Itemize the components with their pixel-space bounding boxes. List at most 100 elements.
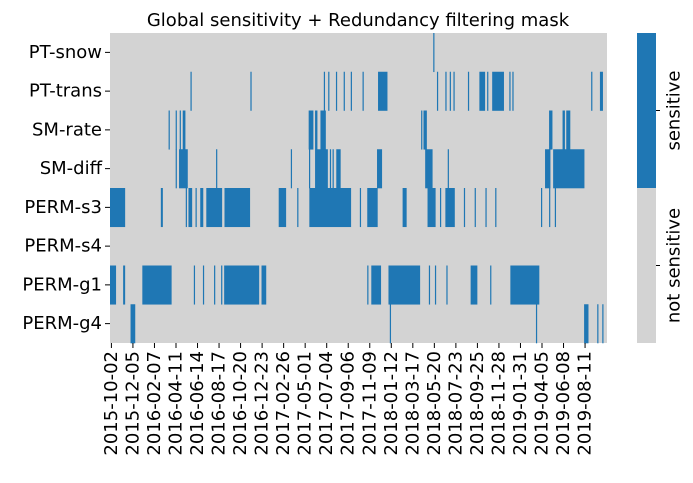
heatmap-cell-perm-g4 — [584, 304, 589, 344]
x-axis: 2015-10-02 2015-12-05 2016-02-07 2016-04-11… — [101, 343, 596, 456]
heatmap-cell-sm-diff — [315, 149, 328, 189]
heatmap-cell-sm-rate — [175, 110, 177, 150]
heatmap-cell-pt-trans — [453, 71, 455, 111]
heatmap-cell-perm-s3 — [445, 188, 455, 228]
heatmap-cell-perm-s3 — [402, 188, 407, 228]
heatmap-cell-perm-s3 — [297, 188, 299, 228]
heatmap-cell-pt-trans — [190, 71, 192, 111]
heatmap-cell-perm-g1 — [261, 265, 267, 305]
heatmap-cell-perm-g1 — [388, 265, 421, 305]
heatmap-cell-perm-g1 — [221, 265, 223, 305]
heatmap-cell-sm-diff — [425, 149, 433, 189]
heatmap-cell-sm-diff — [329, 149, 332, 189]
heatmap-cell-perm-g1 — [110, 265, 117, 305]
y-tick-label: PT-snow — [29, 42, 102, 63]
heatmap-cell-pt-trans — [250, 71, 252, 111]
heatmap-cell-perm-s3 — [224, 188, 251, 228]
y-axis: PT-snow PT-trans SM-rate SM-diff PERM-s3 PERM… — [22, 42, 110, 334]
x-tick-label: 2016-04-11 — [165, 351, 186, 456]
heatmap-cell-perm-s3 — [188, 188, 193, 228]
x-tick-label: 2016-08-17 — [209, 351, 230, 456]
colorbar-label: sensitive — [664, 70, 685, 150]
heatmap-cell-pt-trans — [343, 71, 345, 111]
heatmap-cell-sm-rate — [168, 110, 170, 150]
y-tick-label: PERM-g1 — [22, 274, 102, 295]
x-tick-label: 2015-12-05 — [122, 351, 143, 456]
heatmap-cell-pt-trans — [445, 71, 447, 111]
heatmap-cell-pt-trans — [512, 71, 514, 111]
heatmap-cell-perm-g1 — [371, 265, 382, 305]
y-tick-label: PERM-s4 — [24, 236, 102, 257]
heatmap-cell-perm-s3 — [359, 188, 362, 228]
heatmap-cell-sm-rate — [182, 110, 186, 150]
x-tick-label: 2018-07-23 — [445, 351, 466, 456]
y-tick-label: PERM-g4 — [22, 313, 102, 334]
heatmap-cell-perm-s3 — [541, 188, 543, 228]
heatmap-cell-perm-s3 — [463, 188, 466, 228]
heatmap-cell-sm-diff — [332, 149, 334, 189]
x-tick-label: 2017-02-26 — [273, 351, 294, 456]
x-tick-label: 2017-05-01 — [295, 351, 316, 456]
heatmap-cell-pt-trans — [378, 71, 388, 111]
heatmap-cell-perm-g4 — [602, 304, 604, 344]
heatmap-cell-perm-s3 — [160, 188, 163, 228]
y-tick-label: SM-diff — [40, 158, 103, 179]
x-tick-label: 2019-01-31 — [510, 351, 531, 456]
x-tick-label: 2018-01-12 — [381, 351, 402, 456]
y-tick-label: SM-rate — [32, 119, 102, 140]
heatmap-cell-perm-s3 — [195, 188, 197, 228]
heatmap-cell-sm-rate — [421, 110, 423, 150]
heatmap-cell-perm-s3 — [110, 188, 126, 228]
heatmap-cell-sm-diff — [553, 149, 585, 189]
heatmap-cell-pt-trans — [449, 71, 451, 111]
heatmap-cell-perm-s3 — [554, 188, 557, 228]
heatmap-cell-perm-g4 — [130, 304, 136, 344]
x-tick-label: 2019-04-05 — [532, 351, 553, 456]
x-tick-label: 2016-12-23 — [252, 351, 273, 456]
colorbar-label: not sensitive — [664, 208, 685, 323]
heatmap-cell-sm-rate — [315, 110, 318, 150]
heatmap-cell-pt-trans — [328, 71, 330, 111]
heatmap-cell-perm-s3 — [474, 188, 476, 228]
heatmap-cell-perm-s3 — [439, 188, 442, 228]
y-tick-label: PERM-s3 — [24, 197, 102, 218]
heatmap-cell-perm-g1 — [510, 265, 540, 305]
heatmap-cell-sm-rate — [179, 110, 181, 150]
heatmap-cell-pt-trans — [479, 71, 486, 111]
heatmap-cell-perm-s3 — [427, 188, 436, 228]
x-tick-label: 2017-11-09 — [359, 351, 380, 456]
heatmap-cell-pt-trans — [467, 71, 470, 111]
x-tick-label: 2018-03-17 — [402, 351, 423, 456]
heatmap-cell-pt-trans — [591, 71, 593, 111]
heatmap-cell-perm-g4 — [389, 304, 392, 344]
heatmap-cell-perm-s3 — [485, 188, 487, 228]
heatmap-cell-perm-s3 — [367, 188, 378, 228]
heatmap-cell-pt-trans — [487, 71, 489, 111]
heatmap-cell-pt-trans — [350, 71, 352, 111]
heatmap-cell-pt-trans — [335, 71, 338, 111]
heatmap-cell-perm-s3 — [200, 188, 204, 228]
heatmap-cell-sm-rate — [308, 110, 314, 150]
heatmap-cell-pt-trans — [436, 71, 439, 111]
x-tick-label: 2019-06-08 — [553, 351, 574, 456]
heatmap-cell-sm-diff — [336, 149, 341, 189]
heatmap-cell-perm-g1 — [434, 265, 437, 305]
heatmap-cell-sm-diff — [290, 149, 293, 189]
heatmap-cell-perm-g4 — [597, 304, 599, 344]
heatmap-cell-perm-g1 — [123, 265, 126, 305]
heatmap-cell-perm-s3 — [495, 188, 497, 228]
heatmap-cell-perm-g4 — [535, 304, 538, 344]
heatmap-cell-perm-g1 — [224, 265, 260, 305]
heatmap-cell-pt-trans — [492, 71, 504, 111]
x-tick-label: 2017-07-04 — [316, 351, 337, 456]
heatmap-cell-perm-g1 — [470, 265, 478, 305]
heatmap-cell-perm-s3 — [278, 188, 287, 228]
x-tick-label: 2018-11-28 — [488, 351, 509, 456]
heatmap-cell-pt-trans — [323, 71, 326, 111]
heatmap-cell-perm-g1 — [142, 265, 172, 305]
heatmap-cell-sm-diff — [179, 149, 188, 189]
heatmap-cell-sm-rate — [320, 110, 326, 150]
heatmap-cell-perm-s3 — [206, 188, 223, 228]
heatmap-cell-perm-s3 — [185, 188, 187, 228]
x-tick-label: 2019-08-11 — [575, 351, 596, 456]
